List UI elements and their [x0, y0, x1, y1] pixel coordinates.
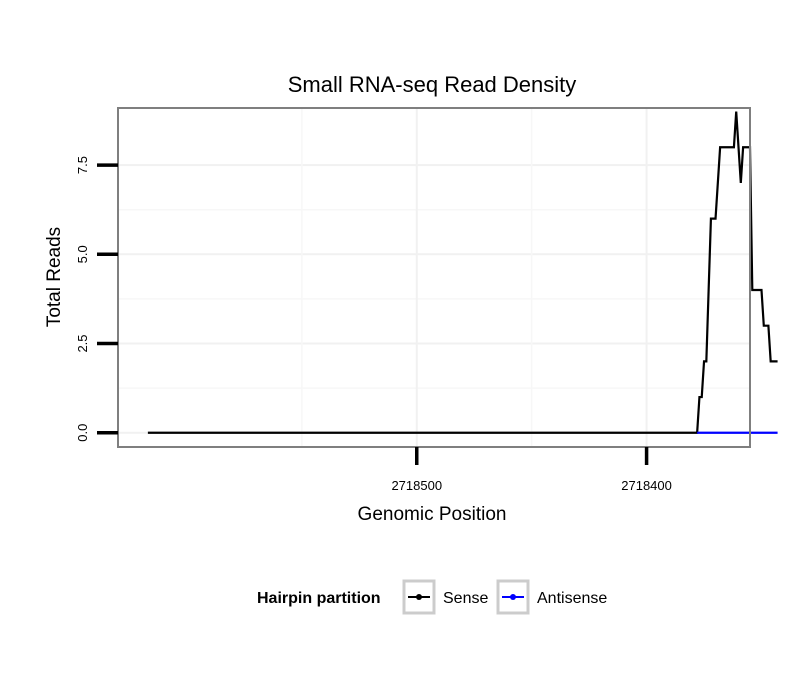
- y-axis-label: Total Reads: [44, 227, 65, 327]
- y-tick-label: 2.5: [75, 334, 90, 352]
- legend-label-sense: Sense: [443, 590, 488, 607]
- legend-point-antisense: [510, 594, 516, 600]
- legend-label-antisense: Antisense: [537, 590, 607, 607]
- grid-layer: [118, 108, 750, 447]
- series-layer: [147, 111, 778, 434]
- y-tick-label: 5.0: [75, 245, 90, 263]
- legend-title: Hairpin partition: [257, 590, 381, 607]
- legend-point-sense: [416, 594, 422, 600]
- y-tick-label: 7.5: [75, 156, 90, 174]
- plot-panel-border: [117, 107, 751, 448]
- axis-layer: 0.0 2.5 5.0 7.5 2718500 2718400: [75, 156, 672, 493]
- series-line-sense: [147, 111, 778, 434]
- x-tick-label: 2718400: [621, 478, 672, 493]
- y-tick-label: 0.0: [75, 424, 90, 442]
- legend: Hairpin partition Sense Antisense: [257, 579, 607, 615]
- x-tick-label: 2718500: [391, 478, 442, 493]
- chart-title: Small RNA-seq Read Density: [288, 72, 577, 97]
- x-axis-label: Genomic Position: [358, 504, 507, 525]
